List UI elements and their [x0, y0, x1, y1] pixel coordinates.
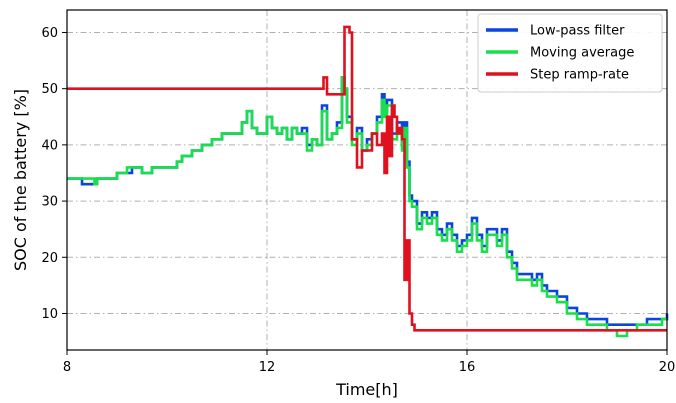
x-axis-title: Time[h] [335, 380, 398, 399]
y-tick-label: 30 [41, 195, 58, 210]
y-tick-label: 20 [41, 251, 58, 266]
x-tick-label: 20 [659, 360, 676, 375]
legend: Low-pass filter Moving average Step ramp-r… [477, 13, 663, 93]
x-tick-label: 8 [63, 360, 71, 375]
x-axis-ticks: 8 12 16 20 [63, 350, 675, 375]
y-axis-title: SOC of the battery [%] [11, 89, 30, 271]
x-tick-label: 16 [459, 360, 476, 375]
y-tick-label: 50 [41, 82, 58, 97]
moving-average-line [67, 76, 667, 338]
y-axis-ticks: 10 20 30 40 50 60 [41, 26, 67, 322]
legend-label: Low-pass filter [530, 24, 625, 39]
plot-frame [66, 9, 668, 351]
y-tick-label: 60 [41, 26, 58, 41]
series-lines [67, 25, 669, 338]
x-tick-label: 12 [259, 360, 276, 375]
legend-box [477, 13, 663, 93]
y-tick-label: 10 [41, 307, 58, 322]
step-ramp-rate-line [67, 25, 667, 332]
legend-label: Step ramp-rate [530, 68, 629, 83]
y-tick-label: 40 [41, 138, 58, 153]
legend-label: Moving average [530, 46, 634, 61]
